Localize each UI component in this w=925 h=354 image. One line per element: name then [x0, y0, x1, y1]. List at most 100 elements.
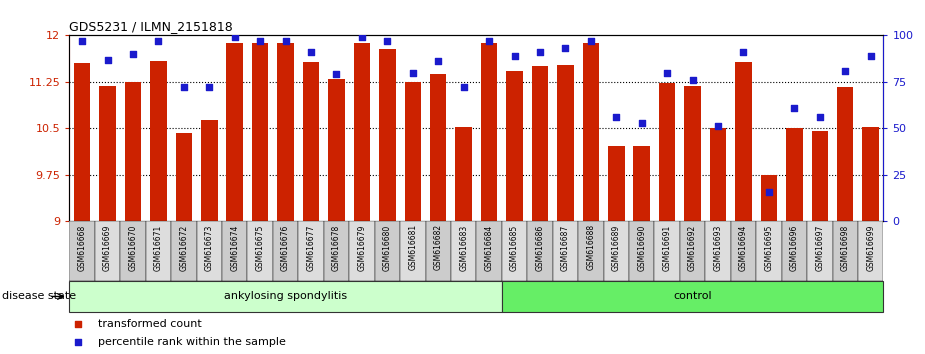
Point	[278, 38, 293, 44]
Text: GSM616694: GSM616694	[739, 224, 748, 271]
Text: GSM616676: GSM616676	[281, 224, 290, 271]
Text: GSM616699: GSM616699	[866, 224, 875, 271]
Text: GSM616674: GSM616674	[230, 224, 240, 271]
Text: GSM616677: GSM616677	[306, 224, 315, 271]
Bar	[527, 221, 553, 281]
Point	[838, 68, 853, 74]
Bar	[706, 221, 731, 281]
Point	[100, 57, 115, 62]
Point	[380, 38, 395, 44]
FancyBboxPatch shape	[69, 281, 501, 312]
Text: GSM616693: GSM616693	[713, 224, 722, 271]
Text: GSM616673: GSM616673	[204, 224, 214, 271]
Bar	[603, 221, 629, 281]
Bar	[684, 86, 701, 221]
Text: GSM616696: GSM616696	[790, 224, 799, 271]
Bar	[328, 79, 345, 221]
Bar	[760, 175, 777, 221]
FancyBboxPatch shape	[501, 281, 883, 312]
Bar	[807, 221, 832, 281]
Point	[533, 49, 548, 55]
Point	[609, 114, 623, 120]
Text: GSM616675: GSM616675	[255, 224, 265, 271]
Point	[543, 88, 558, 94]
Bar	[634, 146, 650, 221]
Bar	[709, 128, 726, 221]
Bar	[248, 221, 273, 281]
Point	[507, 53, 522, 59]
Point	[812, 114, 827, 120]
Bar	[69, 221, 95, 281]
Bar	[171, 221, 196, 281]
Text: GSM616691: GSM616691	[662, 224, 672, 270]
Text: ankylosing spondylitis: ankylosing spondylitis	[224, 291, 347, 302]
Bar	[455, 127, 472, 221]
Bar	[324, 221, 350, 281]
Bar	[252, 44, 268, 221]
Text: GSM616689: GSM616689	[611, 224, 621, 270]
Point	[482, 38, 497, 44]
Point	[228, 34, 242, 40]
Point	[431, 58, 446, 64]
Bar	[862, 127, 879, 221]
Bar	[655, 221, 680, 281]
Bar	[553, 221, 578, 281]
Text: GSM616685: GSM616685	[510, 224, 519, 270]
Text: GSM616684: GSM616684	[485, 224, 494, 270]
Point	[202, 85, 216, 90]
Bar	[782, 221, 807, 281]
Bar	[583, 44, 599, 221]
Bar	[125, 82, 142, 221]
Point	[405, 70, 420, 75]
Bar	[400, 221, 426, 281]
Text: GSM616671: GSM616671	[154, 224, 163, 270]
Bar	[501, 221, 527, 281]
Bar	[404, 82, 421, 221]
Bar	[120, 221, 146, 281]
Bar	[735, 62, 752, 221]
Text: percentile rank within the sample: percentile rank within the sample	[98, 337, 286, 347]
Bar	[476, 221, 501, 281]
Point	[126, 51, 141, 57]
Bar	[578, 221, 603, 281]
Bar	[74, 63, 91, 221]
Text: GSM616698: GSM616698	[841, 224, 850, 270]
Point	[736, 49, 751, 55]
Point	[303, 49, 318, 55]
Bar	[680, 221, 706, 281]
Bar	[302, 62, 319, 221]
Bar	[95, 221, 120, 281]
Text: GSM616688: GSM616688	[586, 224, 596, 270]
Bar	[201, 120, 217, 221]
Text: control: control	[673, 291, 712, 302]
Point	[456, 85, 471, 90]
Text: transformed count: transformed count	[98, 319, 202, 329]
Text: GSM616680: GSM616680	[383, 224, 392, 270]
Text: GSM616690: GSM616690	[637, 224, 647, 271]
Text: GSM616686: GSM616686	[536, 224, 545, 270]
Text: GSM616683: GSM616683	[459, 224, 468, 270]
Bar	[278, 44, 294, 221]
Bar	[811, 131, 828, 221]
Bar	[786, 128, 803, 221]
Bar	[273, 221, 298, 281]
Text: GSM616679: GSM616679	[357, 224, 366, 271]
Bar	[353, 44, 370, 221]
Bar	[379, 49, 396, 221]
Point	[151, 38, 166, 44]
Text: GSM616687: GSM616687	[561, 224, 570, 270]
Point	[558, 46, 573, 51]
Bar	[227, 44, 243, 221]
Text: disease state: disease state	[2, 291, 76, 302]
Bar	[375, 221, 400, 281]
Bar	[430, 74, 447, 221]
Point	[584, 38, 598, 44]
Bar	[298, 221, 324, 281]
Bar	[832, 221, 858, 281]
Bar	[196, 221, 222, 281]
Bar	[608, 145, 624, 221]
Point	[787, 105, 802, 111]
Bar	[176, 133, 192, 221]
Bar	[506, 72, 523, 221]
Bar	[451, 221, 476, 281]
